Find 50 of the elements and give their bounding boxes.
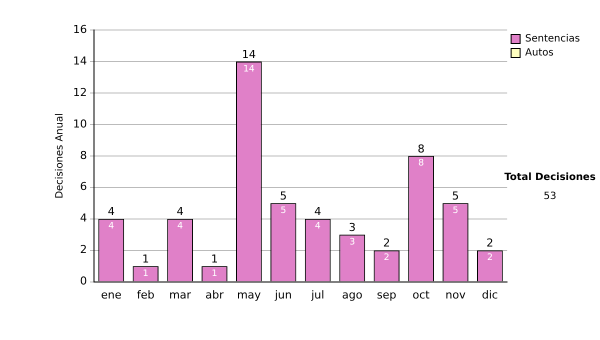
y-tick-label: 10 — [72, 117, 87, 130]
data-label: 1 — [212, 268, 218, 279]
data-label: 3 — [349, 237, 356, 248]
x-tick-label: jul — [310, 288, 324, 302]
x-tick-label: nov — [445, 288, 466, 302]
data-label: 8 — [418, 158, 424, 169]
y-tick-label: 14 — [72, 54, 87, 68]
data-label: 2 — [487, 253, 493, 264]
total-label: 4 — [108, 205, 115, 218]
x-tick-label: feb — [136, 288, 154, 302]
y-tick-label: 12 — [72, 86, 87, 99]
total-label: 3 — [348, 220, 356, 234]
data-label: 14 — [243, 64, 255, 74]
y-tick-label: 6 — [80, 180, 87, 194]
total-label: 8 — [418, 142, 425, 156]
total-label: 2 — [383, 236, 390, 250]
total-label: 1 — [142, 252, 150, 266]
total-label: 5 — [280, 189, 287, 202]
y-tick-label: 4 — [80, 212, 87, 225]
annotation: Total Decisiones — [503, 172, 597, 183]
x-tick-label: mar — [169, 288, 192, 302]
y-tick-label: 2 — [80, 243, 87, 256]
x-tick-label: ago — [342, 288, 363, 302]
total-label: 4 — [314, 205, 322, 218]
data-label: 1 — [142, 268, 149, 279]
total-label: 2 — [486, 236, 494, 250]
x-tick-label: dic — [482, 288, 498, 302]
data-label: 4 — [108, 222, 114, 232]
y-tick-label: 8 — [80, 148, 87, 162]
data-label: 4 — [314, 222, 321, 232]
total-label: 5 — [452, 189, 459, 202]
y-tick-label: 16 — [72, 22, 87, 36]
x-tick-label: sep — [376, 288, 396, 302]
total-label: 1 — [210, 252, 218, 266]
legend-label: Sentencias — [525, 34, 580, 45]
x-tick-label: oct — [412, 288, 430, 302]
data-label: 5 — [280, 206, 286, 216]
text: 53 — [542, 191, 558, 202]
x-tick-label: jun — [274, 288, 292, 302]
x-tick-label: may — [236, 288, 262, 302]
x-tick-label: abr — [205, 288, 224, 302]
y-axis-title: Decisiones Anual — [54, 113, 66, 199]
legend-label: Autos — [525, 48, 554, 59]
y-tick-label: 0 — [80, 274, 87, 288]
data-label: 2 — [384, 253, 390, 264]
data-label: 5 — [452, 206, 458, 216]
total-label: 4 — [176, 205, 184, 218]
data-label: 4 — [177, 222, 184, 232]
x-tick-label: ene — [100, 288, 122, 302]
total-label: 14 — [242, 48, 256, 61]
